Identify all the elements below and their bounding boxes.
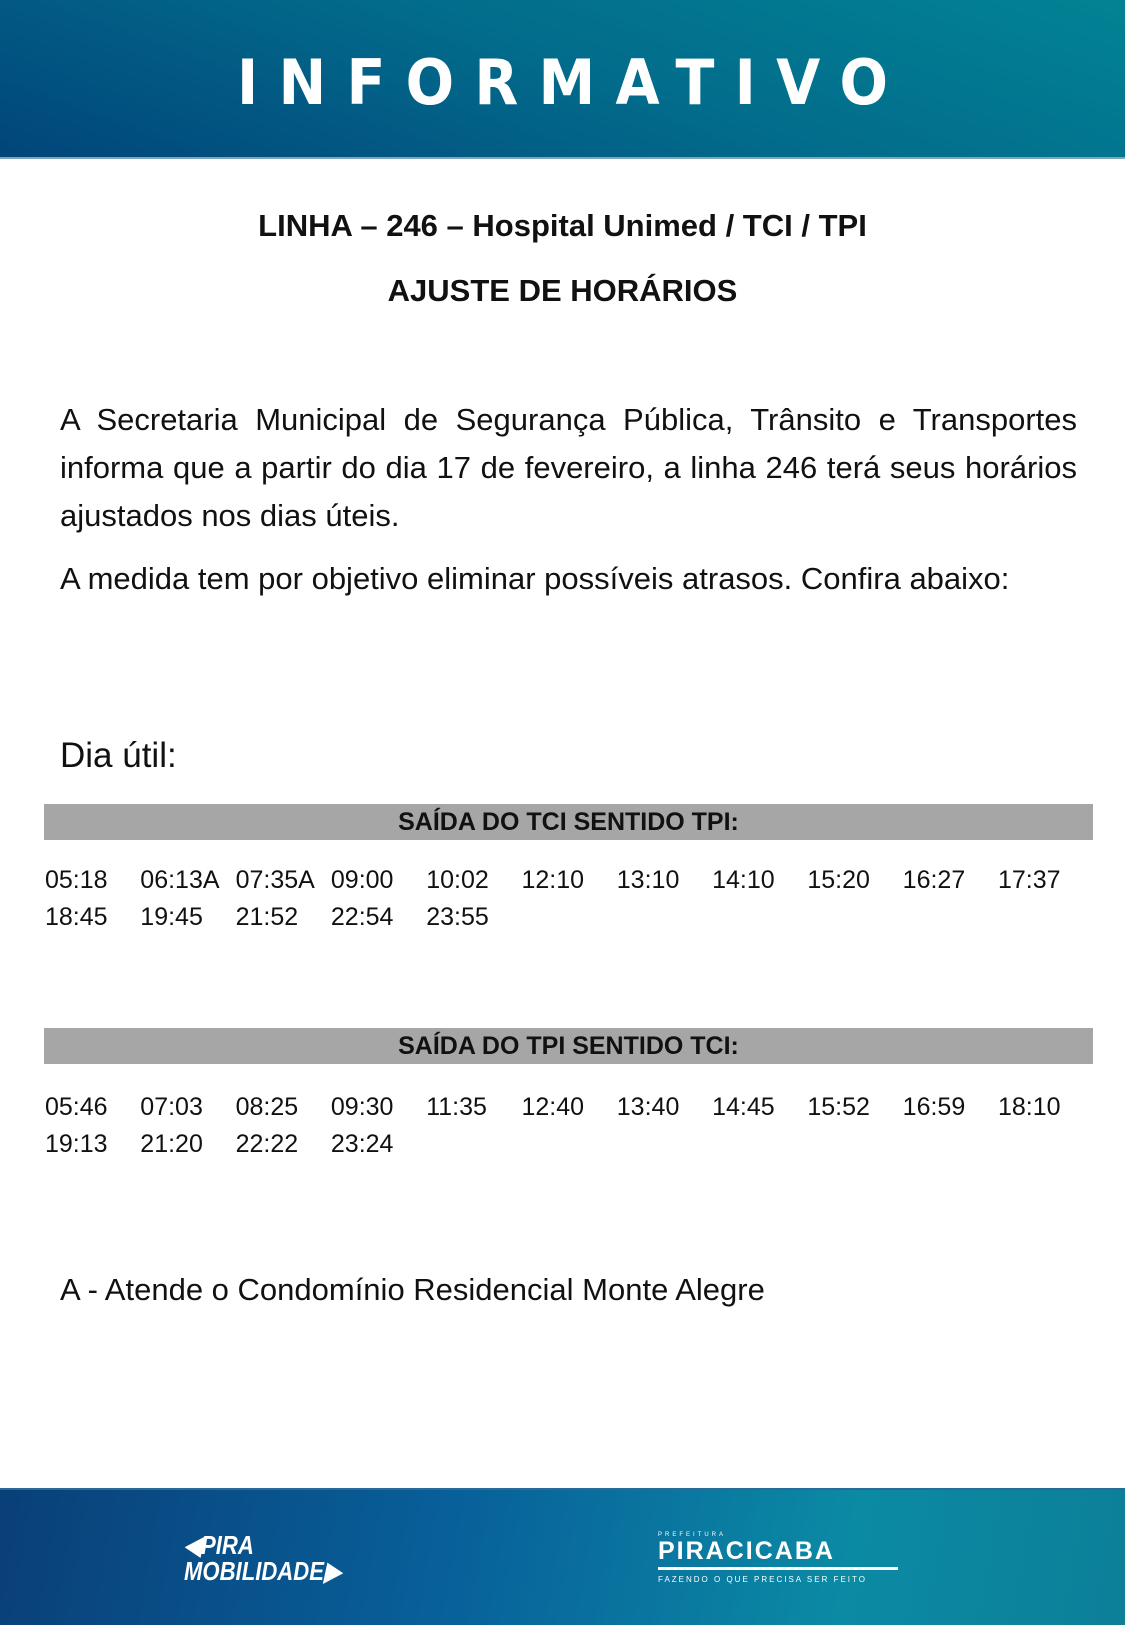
departure-time: 19:45 bbox=[140, 903, 203, 931]
banner-title: INFORMATIVO bbox=[237, 46, 909, 119]
departure-time: 21:52 bbox=[235, 903, 299, 931]
table-header-tpi-tci: SAÍDA DO TPI SENTIDO TCI: bbox=[44, 1028, 1093, 1064]
departure-time: 13:10 bbox=[616, 866, 680, 894]
times-tpi-tci: 05:46 07:03 08:25 09:30 11:35 12:40 13:40 14:45… bbox=[45, 1089, 1105, 1163]
header-banner: INFORMATIVO bbox=[0, 0, 1125, 159]
departure-time: 09:00 bbox=[330, 866, 394, 894]
departure-time: 12:10 bbox=[521, 866, 585, 894]
departure-time: 19:13 bbox=[45, 1130, 108, 1158]
departure-time: 17:37 bbox=[997, 866, 1061, 894]
paragraph-1: A Secretaria Municipal de Segurança Públ… bbox=[60, 402, 1077, 533]
departure-time: 12:40 bbox=[521, 1093, 585, 1121]
departure-time: 15:52 bbox=[807, 1093, 870, 1121]
departure-time: 21:20 bbox=[140, 1130, 203, 1158]
departure-time: 16:27 bbox=[902, 866, 966, 894]
departure-time: 06:13A bbox=[140, 866, 220, 894]
departure-time: 10:02 bbox=[426, 866, 489, 894]
departure-time: 14:45 bbox=[712, 1093, 775, 1121]
departure-time: 13:40 bbox=[616, 1093, 680, 1121]
departure-time: 15:20 bbox=[807, 866, 870, 894]
departure-time: 08:25 bbox=[235, 1093, 299, 1121]
times-tci-tpi: 05:18 06:13A 07:35A 09:00 10:02 12:10 13:10 14:… bbox=[45, 862, 1105, 936]
departure-time: 07:35A bbox=[235, 866, 315, 894]
prefeitura-piracicaba-logo: PREFEITURA PIRACICABA FAZENDO O QUE PREC… bbox=[658, 1532, 898, 1584]
departure-time: 22:54 bbox=[330, 903, 394, 931]
departure-time: 16:59 bbox=[902, 1093, 966, 1121]
departure-time: 05:46 bbox=[45, 1093, 108, 1121]
departure-time: 18:45 bbox=[45, 903, 108, 931]
departure-time: 09:30 bbox=[330, 1093, 394, 1121]
paragraph-2: A medida tem por objetivo eliminar possí… bbox=[60, 561, 1010, 596]
departure-time: 18:10 bbox=[997, 1093, 1061, 1121]
table-header-tci-tpi: SAÍDA DO TCI SENTIDO TPI: bbox=[44, 804, 1093, 840]
departure-time: 23:55 bbox=[426, 903, 489, 931]
departure-time: 23:24 bbox=[330, 1130, 394, 1158]
subtitle: AJUSTE DE HORÁRIOS bbox=[387, 273, 738, 308]
departure-time: 14:10 bbox=[712, 866, 775, 894]
departure-time: 22:22 bbox=[235, 1130, 299, 1158]
departure-time: 11:35 bbox=[426, 1093, 487, 1121]
pira-mobilidade-logo: ◀PIRA MOBILIDADE▶ bbox=[184, 1530, 341, 1586]
departure-time: 07:03 bbox=[140, 1093, 203, 1121]
line-title: LINHA – 246 – Hospital Unimed / TCI / TP… bbox=[258, 208, 867, 243]
footnote: A - Atende o Condomínio Residencial Mont… bbox=[60, 1272, 765, 1307]
departure-time: 05:18 bbox=[45, 866, 108, 894]
footer-banner: ◀PIRA MOBILIDADE▶ PREFEITURA PIRACICABA … bbox=[0, 1488, 1125, 1625]
day-label: Dia útil: bbox=[60, 736, 177, 775]
